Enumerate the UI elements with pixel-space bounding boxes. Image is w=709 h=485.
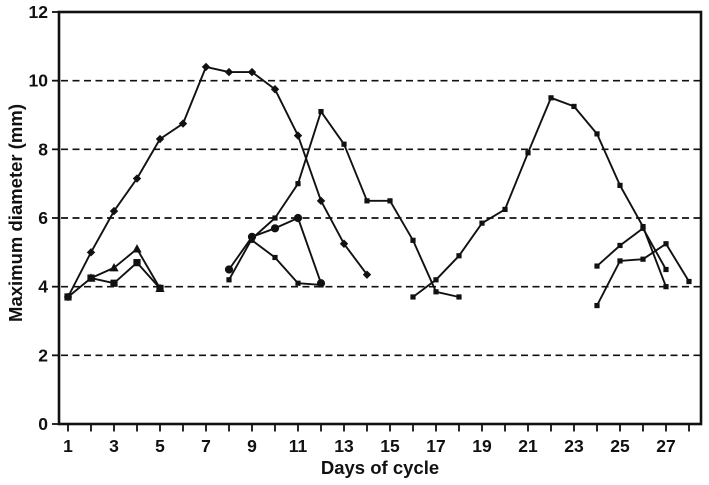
data-point-marker: [132, 174, 142, 183]
x-tick-label: 27: [656, 436, 675, 456]
y-tick-label: 6: [38, 208, 48, 228]
y-tick-label: 2: [38, 345, 48, 365]
x-tick-label: 13: [334, 436, 354, 456]
series-line: [412, 96, 667, 298]
data-point-marker: [155, 134, 165, 144]
data-point-marker: [433, 289, 439, 295]
data-point-marker: [617, 182, 623, 188]
data-point-marker: [295, 280, 301, 286]
data-point-marker: [341, 141, 347, 147]
x-tick-label: 15: [380, 436, 400, 456]
y-tick-label: 10: [29, 71, 49, 91]
data-point-marker: [410, 237, 416, 243]
data-point-marker: [456, 253, 462, 259]
data-point-marker: [270, 224, 280, 233]
data-point-marker: [456, 294, 462, 300]
series-line: [67, 65, 368, 298]
data-point-marker: [525, 150, 531, 156]
data-point-marker: [293, 131, 303, 140]
data-point-marker: [571, 103, 577, 110]
series-wave3-subordinate-1: [594, 225, 669, 273]
data-point-marker: [362, 270, 372, 279]
data-point-marker: [316, 196, 326, 206]
series-wave3-dominant-follicle: [410, 95, 669, 300]
x-tick-label: 11: [289, 436, 308, 456]
series-line: [596, 227, 667, 271]
data-point-marker: [640, 225, 646, 231]
data-point-marker: [387, 198, 393, 204]
series-wave2-subordinate-circle: [224, 213, 326, 288]
data-point-marker: [410, 294, 416, 300]
x-tick-label: 23: [564, 436, 584, 456]
data-point-marker: [224, 265, 234, 274]
data-point-marker: [270, 85, 280, 94]
series-wave3-subordinate-2: [594, 241, 692, 309]
data-point-marker: [640, 256, 646, 262]
data-point-marker: [548, 95, 554, 101]
series-wave1-dominant-follicle: [63, 62, 372, 302]
data-point-marker: [364, 198, 370, 204]
series-line: [251, 239, 322, 286]
x-tick-label: 9: [247, 436, 257, 456]
data-point-marker: [594, 263, 600, 269]
data-point-marker: [226, 277, 232, 283]
y-tick-label: 12: [29, 2, 49, 22]
x-axis-title: Days of cycle: [321, 457, 439, 478]
data-point-marker: [318, 282, 324, 288]
data-point-marker: [617, 258, 623, 264]
data-point-marker: [247, 67, 257, 77]
data-point-marker: [272, 254, 278, 261]
x-tick-label: 3: [109, 436, 119, 456]
data-point-marker: [86, 273, 96, 282]
x-tick-label: 25: [610, 436, 630, 456]
data-point-marker: [133, 259, 141, 267]
data-point-marker: [295, 181, 301, 187]
data-point-marker: [178, 119, 188, 128]
x-tick-label: 21: [518, 436, 538, 456]
series-wave2-subordinate-2: [249, 237, 324, 288]
data-point-marker: [594, 131, 600, 137]
x-tick-label: 1: [63, 436, 73, 456]
series-wave2-dominant-follicle: [226, 108, 462, 300]
data-point-marker: [64, 293, 72, 301]
data-point-marker: [663, 241, 669, 247]
y-axis-title: Maximum diameter (mm): [5, 104, 26, 322]
series-line: [228, 110, 460, 298]
data-point-marker: [663, 284, 669, 290]
data-point-marker: [224, 67, 234, 77]
series-wave1-subordinate-triangle: [86, 244, 165, 292]
x-tick-label: 17: [426, 436, 445, 456]
x-tick-label: 7: [201, 436, 211, 456]
x-tick-label: 5: [155, 436, 165, 456]
data-point-marker: [86, 248, 96, 257]
data-point-marker: [155, 283, 165, 292]
data-point-marker: [110, 279, 118, 287]
data-point-marker: [272, 215, 278, 221]
data-point-marker: [132, 244, 142, 253]
data-point-marker: [249, 237, 255, 243]
series-line: [90, 247, 161, 290]
data-point-marker: [617, 242, 623, 249]
data-point-marker: [594, 302, 600, 309]
plot-frame: [57, 10, 703, 426]
y-tick-label: 4: [38, 277, 48, 297]
data-point-marker: [433, 277, 439, 283]
x-tick-label: 19: [472, 436, 492, 456]
data-point-marker: [318, 108, 324, 115]
y-tick-label: 8: [38, 139, 48, 159]
data-point-marker: [293, 213, 303, 223]
data-point-marker: [339, 239, 349, 248]
data-point-marker: [663, 266, 669, 273]
data-point-marker: [479, 220, 485, 226]
data-point-marker: [502, 206, 508, 213]
data-point-marker: [686, 278, 692, 285]
data-point-marker: [109, 262, 119, 272]
data-point-marker: [201, 62, 211, 72]
data-point-marker: [109, 206, 119, 216]
y-tick-label: 0: [38, 414, 48, 434]
